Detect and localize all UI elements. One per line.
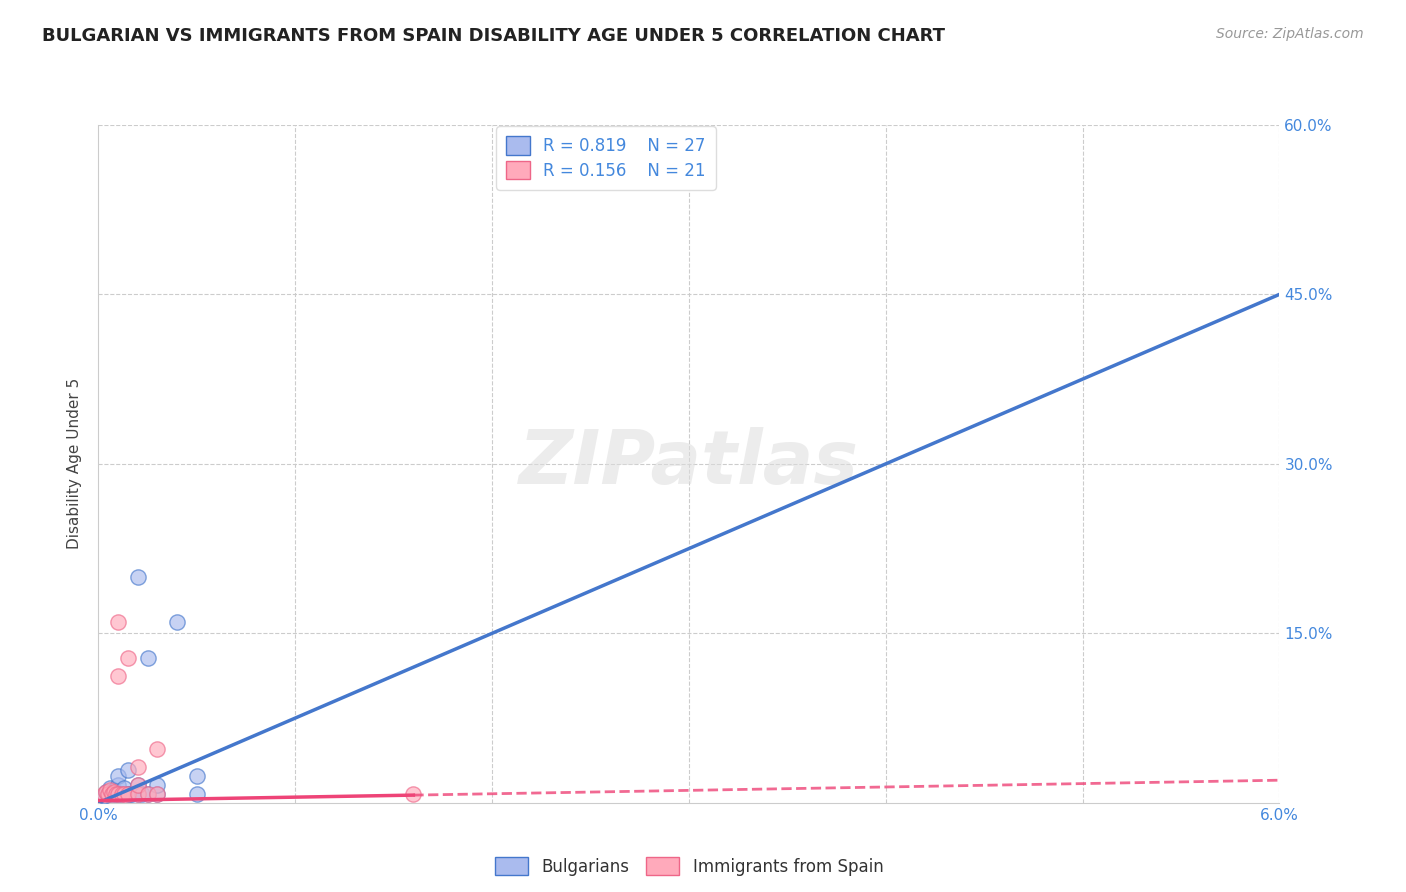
Y-axis label: Disability Age Under 5: Disability Age Under 5	[67, 378, 83, 549]
Legend: Bulgarians, Immigrants from Spain: Bulgarians, Immigrants from Spain	[488, 851, 890, 882]
Text: BULGARIAN VS IMMIGRANTS FROM SPAIN DISABILITY AGE UNDER 5 CORRELATION CHART: BULGARIAN VS IMMIGRANTS FROM SPAIN DISAB…	[42, 27, 945, 45]
Text: Source: ZipAtlas.com: Source: ZipAtlas.com	[1216, 27, 1364, 41]
Text: ZIPatlas: ZIPatlas	[519, 427, 859, 500]
